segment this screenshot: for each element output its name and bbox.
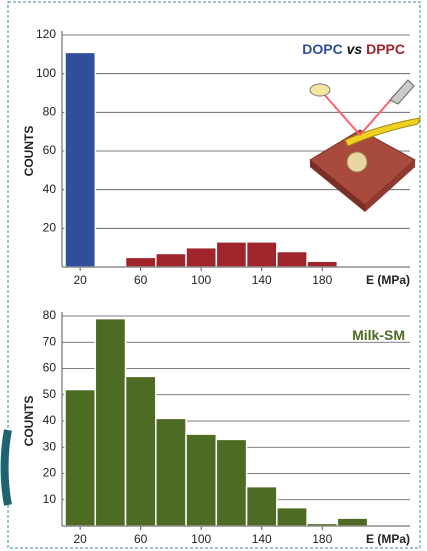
x-tick-label: 180 bbox=[312, 273, 332, 287]
sphere bbox=[346, 151, 368, 173]
legend-entry: DOPC bbox=[302, 41, 342, 57]
bar bbox=[185, 433, 218, 527]
frame bbox=[7, 1, 421, 549]
plots: 20 40 60 80 100 120 20 60 100 140 180 E (MPa) COUNTS… bbox=[22, 27, 410, 546]
substrate-side bbox=[365, 160, 415, 212]
legend: Milk-SM bbox=[352, 327, 405, 343]
bar bbox=[124, 256, 157, 268]
y-axis-label: COUNTS bbox=[22, 126, 36, 177]
y-tick-label: 20 bbox=[43, 466, 57, 480]
x-tick-label: 20 bbox=[73, 273, 87, 287]
bar bbox=[124, 375, 157, 527]
y-tick-label: 80 bbox=[43, 308, 57, 322]
y-tick-label: 20 bbox=[43, 221, 57, 235]
bar bbox=[245, 485, 278, 527]
bar bbox=[215, 241, 248, 268]
bar bbox=[64, 51, 97, 268]
bar bbox=[94, 317, 127, 527]
bar bbox=[64, 388, 97, 527]
afm-illustration bbox=[309, 79, 421, 212]
bar bbox=[155, 252, 187, 268]
detector bbox=[309, 83, 331, 97]
y-axis-label: COUNTS bbox=[22, 396, 36, 447]
y-tick-label: 70 bbox=[43, 334, 57, 348]
legend-entry: Milk-SM bbox=[352, 327, 405, 343]
y-tick-label: 60 bbox=[43, 143, 57, 157]
x-tick-label: 180 bbox=[312, 532, 332, 546]
substrate-side bbox=[310, 160, 365, 212]
y-tick-label: 50 bbox=[43, 387, 57, 401]
y-tick-label: 40 bbox=[43, 182, 57, 196]
x-tick-label: 60 bbox=[134, 273, 148, 287]
bar bbox=[155, 417, 187, 527]
bar bbox=[245, 241, 278, 268]
y-tick-label: 120 bbox=[36, 27, 56, 41]
legend-entry: DPPC bbox=[366, 41, 405, 57]
bar bbox=[276, 506, 308, 527]
legend-joiner: vs bbox=[343, 41, 366, 57]
x-tick-label: 20 bbox=[73, 532, 87, 546]
decor-arc bbox=[0, 429, 12, 506]
bar bbox=[306, 260, 339, 268]
x-axis-label: E (MPa) bbox=[366, 273, 410, 287]
y-tick-label: 30 bbox=[43, 439, 57, 453]
y-tick-label: 60 bbox=[43, 361, 57, 375]
y-tick-label: 80 bbox=[43, 105, 57, 119]
laser bbox=[359, 94, 396, 136]
laser bbox=[321, 91, 361, 136]
x-axis-label: E (MPa) bbox=[366, 532, 410, 546]
x-tick-label: 60 bbox=[134, 532, 148, 546]
x-tick-label: 140 bbox=[252, 532, 272, 546]
legend: DOPC vs DPPC bbox=[302, 41, 405, 57]
y-tick-label: 10 bbox=[43, 492, 57, 506]
x-tick-label: 140 bbox=[252, 273, 272, 287]
x-tick-label: 100 bbox=[191, 273, 211, 287]
bar bbox=[276, 250, 308, 268]
x-tick-label: 100 bbox=[191, 532, 211, 546]
bar bbox=[185, 246, 218, 268]
laser-source bbox=[389, 79, 415, 105]
bar bbox=[215, 438, 248, 527]
y-tick-label: 100 bbox=[36, 66, 56, 80]
y-tick-label: 40 bbox=[43, 413, 57, 427]
bar bbox=[336, 517, 369, 527]
cantilever bbox=[344, 117, 421, 147]
